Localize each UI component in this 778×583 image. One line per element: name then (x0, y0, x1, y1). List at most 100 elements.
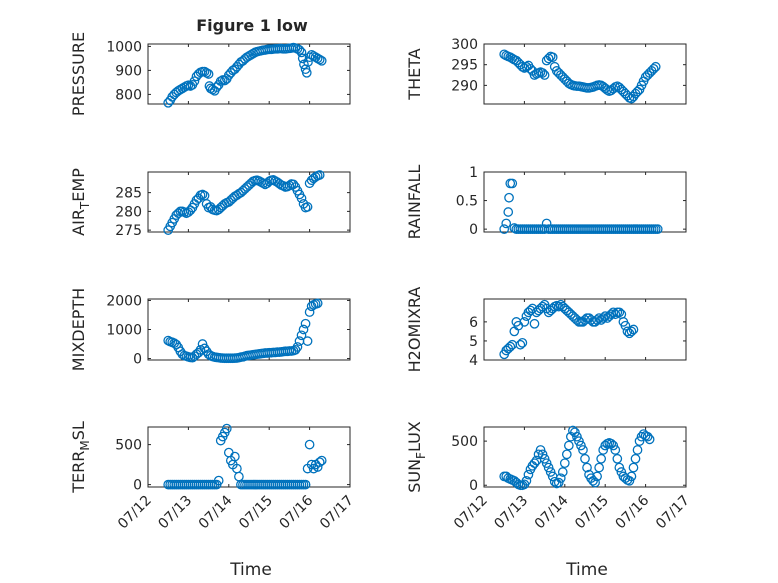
data-point (624, 475, 635, 486)
data-point (622, 326, 633, 337)
data-point (294, 45, 305, 55)
data-point (499, 224, 510, 234)
y-axis-label: SUNFLUX (405, 421, 428, 493)
subplot-5: 4 5 6 H2OMIXRA (405, 287, 687, 373)
axes-box (483, 171, 687, 233)
x-tick-label: 07/16 (277, 492, 317, 532)
subplot-4: 0 1000 2000 MIXDEPTH (69, 288, 351, 371)
data-point (529, 458, 540, 469)
data-point (644, 434, 655, 445)
data-point (628, 462, 639, 473)
data-point (642, 431, 653, 442)
data-point (195, 344, 206, 355)
y-axis-label-suffix: EMP (69, 168, 88, 202)
data-point (179, 207, 190, 217)
y-tick-label: 4 (469, 353, 478, 369)
data-point (301, 67, 312, 78)
subplot-7: 0 500 SUNFLUX 07/12 07/13 07/14 07/15 07/16 07/1… (405, 421, 693, 580)
x-axis-label: Time (565, 560, 608, 580)
data-point (628, 324, 639, 335)
data-point (594, 462, 604, 473)
data-point (203, 69, 214, 79)
data-point (312, 298, 323, 309)
y-tick-label: 6 (469, 315, 478, 331)
data-point (626, 326, 637, 337)
y-axis-label-main: SUN (405, 459, 424, 493)
y-tick-label: 1000 (106, 323, 142, 339)
y-axis-label-subscript: F (414, 452, 428, 459)
data-point (517, 337, 528, 348)
y-tick-label: 0.5 (456, 194, 478, 210)
data-point (213, 475, 224, 486)
data-point (221, 423, 232, 434)
data-point (590, 477, 600, 488)
y-tick-label: 300 (451, 37, 478, 53)
data-point (592, 471, 602, 482)
data-point (298, 324, 309, 335)
data-point (559, 458, 570, 469)
figure-title: Figure 1 low (196, 16, 308, 35)
x-tick-label: 07/15 (572, 493, 612, 533)
data-point (553, 477, 564, 488)
y-tick-label: 290 (451, 78, 478, 94)
y-axis-label: THETA (405, 48, 424, 100)
data-point (630, 453, 641, 464)
y-axis-label-main: AIR (69, 209, 88, 236)
data-point (561, 449, 572, 460)
data-point (652, 224, 663, 234)
data-point (201, 67, 212, 78)
x-tick-label: 07/13 (491, 493, 531, 533)
data-point (620, 320, 631, 331)
data-point (553, 301, 564, 312)
data-point (650, 61, 661, 72)
data-point (501, 218, 512, 229)
x-tick-label: 07/13 (155, 493, 195, 533)
data-point (541, 458, 552, 469)
x-tick-label: 07/17 (653, 493, 693, 533)
axes-box (483, 298, 687, 361)
data-point (610, 445, 621, 455)
y-tick-label: 2000 (106, 293, 142, 309)
y-axis-label-subscript: T (78, 201, 92, 210)
y-tick-label: 285 (115, 186, 142, 202)
data-point (557, 467, 568, 477)
data-point (314, 170, 325, 180)
y-tick-label: 280 (115, 204, 142, 220)
data-point (296, 330, 307, 341)
data-point (580, 453, 590, 464)
y-tick-label: 0 (133, 478, 142, 494)
data-point (576, 440, 586, 451)
y-tick-label: 800 (115, 87, 142, 103)
data-point (582, 462, 592, 473)
data-point (614, 462, 625, 473)
data-point (197, 189, 208, 200)
data-point (612, 453, 623, 464)
data-point (503, 207, 514, 217)
data-point (304, 307, 315, 317)
data-point (296, 193, 307, 204)
y-tick-label: 1000 (106, 39, 142, 55)
data-point (600, 311, 611, 322)
data-point (547, 52, 558, 63)
data-point (519, 317, 530, 327)
y-tick-label: 5 (469, 334, 478, 350)
y-axis-label-subscript: M (78, 440, 92, 450)
data-point (574, 436, 584, 446)
y-axis-label: H2OMIXRA (405, 287, 424, 373)
y-tick-label: 295 (451, 58, 478, 74)
data-point (598, 313, 609, 323)
data-point (555, 473, 566, 484)
y-axis-label-main: MIXDEPTH (69, 288, 88, 371)
data-point (543, 53, 554, 64)
data-point (545, 467, 556, 477)
y-tick-label: 275 (115, 223, 142, 239)
y-tick-label: 500 (451, 434, 478, 450)
data-point (197, 339, 208, 349)
data-point (314, 457, 325, 468)
x-tick-label: 07/15 (236, 493, 276, 533)
y-tick-label: 0 (469, 478, 478, 494)
y-tick-label: 0 (469, 222, 478, 238)
data-point (537, 68, 548, 78)
y-axis-label-main: TERR (69, 451, 88, 494)
